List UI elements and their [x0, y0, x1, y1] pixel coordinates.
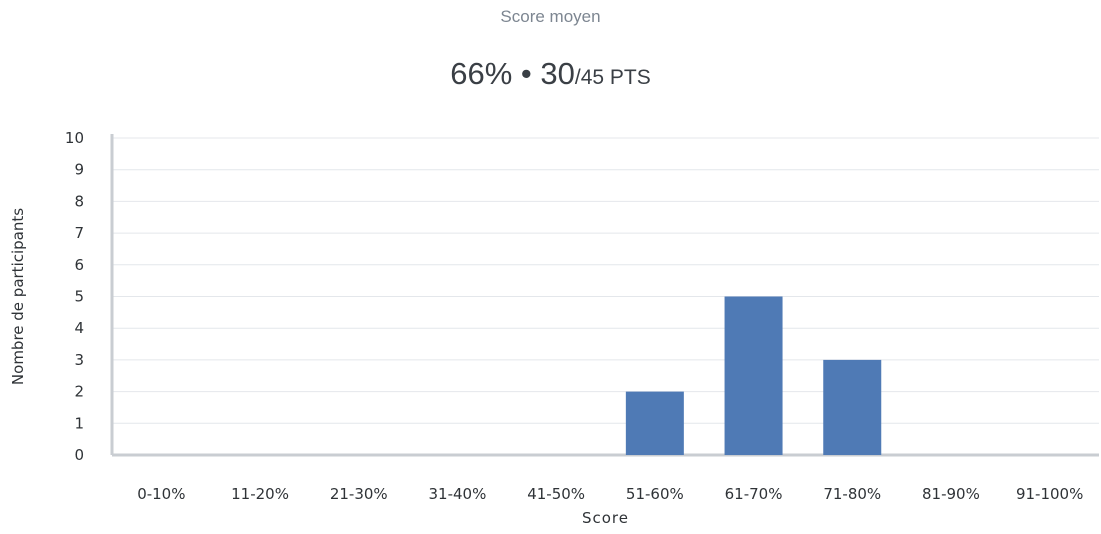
y-tick-labels: 0 1 2 3 4 5 6 7 8 9 10 — [65, 129, 84, 464]
y-tick-label: 1 — [74, 414, 84, 432]
x-tick-label: 71-80% — [823, 485, 881, 503]
score-percent: 66% — [450, 56, 513, 91]
x-tick-label: 81-90% — [922, 485, 980, 503]
x-tick-label: 41-50% — [527, 485, 585, 503]
x-tick-label: 51-60% — [626, 485, 684, 503]
y-tick-label: 5 — [74, 288, 84, 306]
score-points: 30 — [540, 56, 575, 91]
x-tick-label: 0-10% — [137, 485, 185, 503]
y-tick-label: 9 — [74, 161, 84, 179]
score-caption: Score moyen — [500, 7, 601, 26]
y-tick-label: 0 — [74, 446, 84, 464]
x-tick-label: 21-30% — [330, 485, 388, 503]
bar — [724, 296, 783, 455]
y-tick-label: 10 — [65, 129, 84, 147]
y-tick-label: 2 — [74, 383, 84, 401]
y-tick-label: 8 — [74, 192, 84, 210]
y-axis-label: Nombre de participants — [9, 208, 27, 385]
axes — [110, 134, 1099, 457]
bars — [625, 296, 882, 455]
y-tick-label: 6 — [74, 256, 84, 274]
x-tick-label: 31-40% — [429, 485, 487, 503]
grid-lines — [112, 137, 1099, 424]
bar — [625, 391, 684, 455]
y-tick-label: 7 — [74, 224, 84, 242]
x-axis-label: Score — [582, 509, 629, 527]
y-tick-label: 3 — [74, 351, 84, 369]
y-tick-label: 4 — [74, 319, 84, 337]
x-tick-label: 11-20% — [231, 485, 289, 503]
bar — [823, 359, 882, 455]
score-total: /45 PTS — [574, 66, 651, 89]
x-tick-label: 61-70% — [725, 485, 783, 503]
x-tick-labels: 0-10% 11-20% 21-30% 31-40% 41-50% 51-60% 61-70… — [137, 485, 1083, 503]
score-value: 66% • 30/45 PTS — [0, 54, 1101, 100]
score-separator: • — [512, 56, 541, 91]
x-tick-label: 91-100% — [1016, 485, 1083, 503]
